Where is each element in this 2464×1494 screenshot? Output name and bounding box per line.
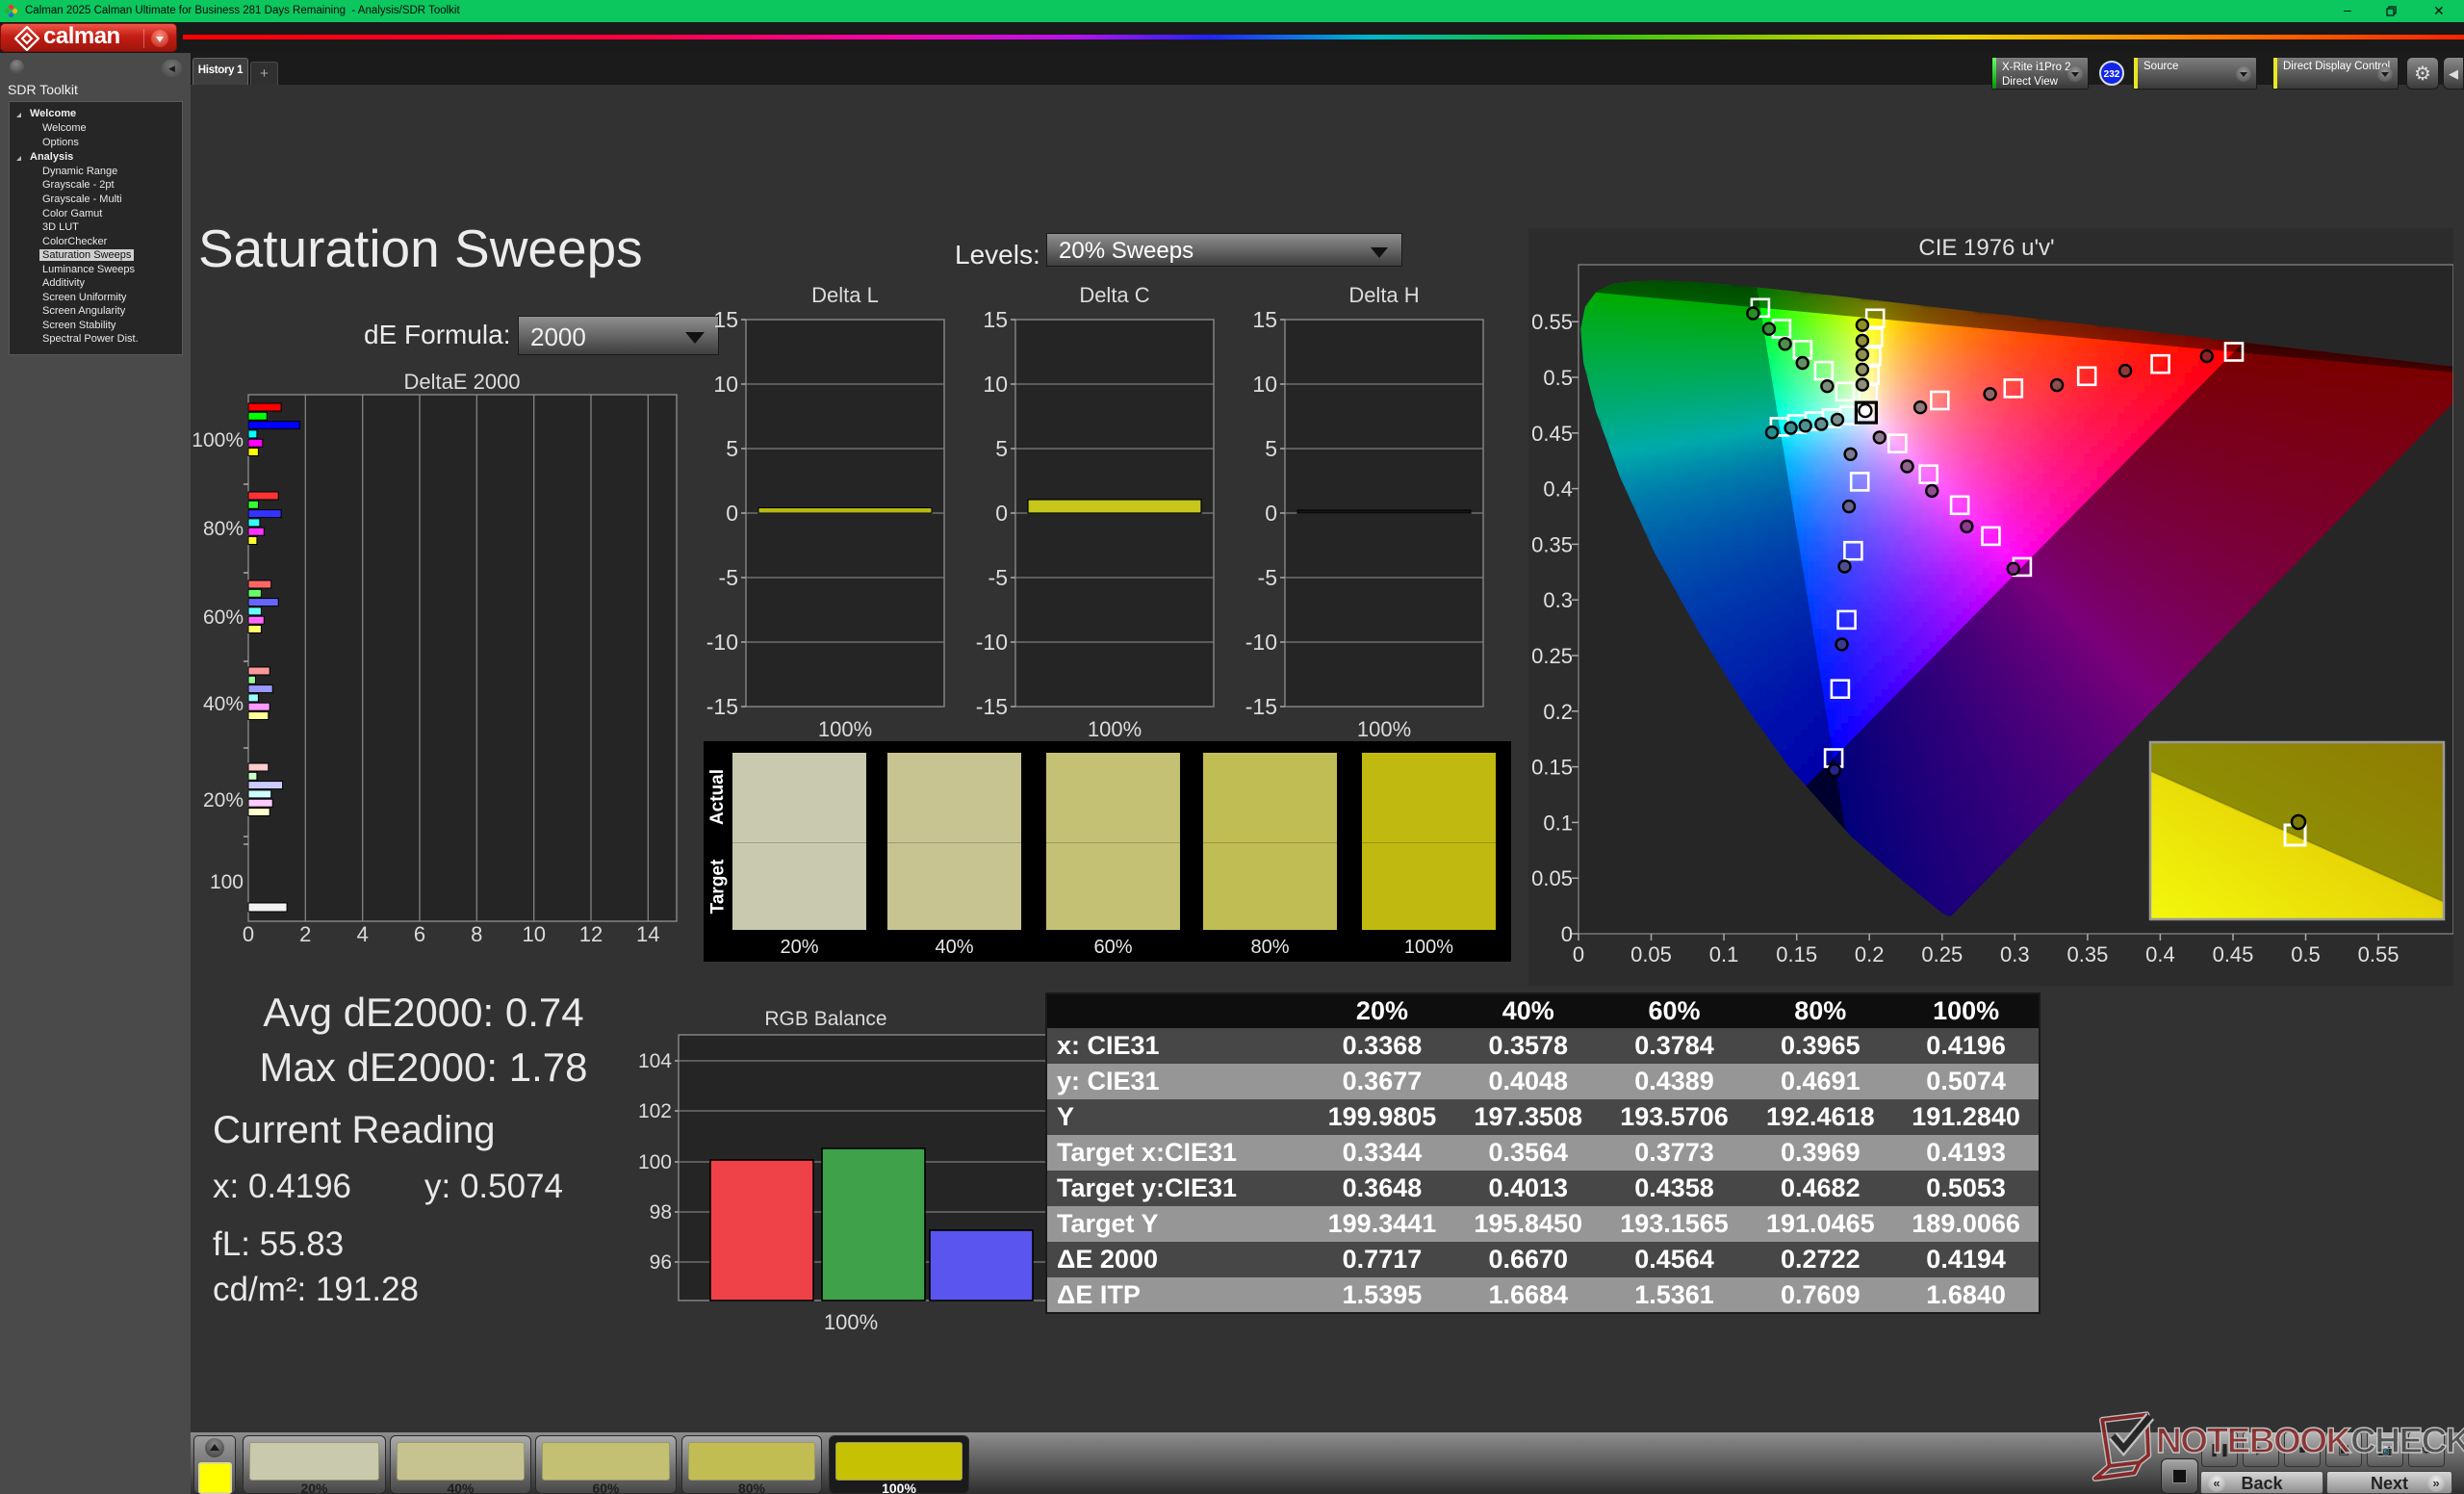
svg-text:96: 96 <box>650 1251 672 1274</box>
svg-text:0: 0 <box>1265 501 1277 526</box>
svg-text:0.55: 0.55 <box>1531 310 1573 334</box>
svg-text:100%: 100% <box>824 1310 878 1334</box>
svg-text:20%: 20% <box>203 789 244 811</box>
svg-text:98: 98 <box>650 1201 672 1224</box>
svg-text:0: 0 <box>995 501 1008 526</box>
svg-text:0.15: 0.15 <box>1776 942 1817 966</box>
svg-text:0.5: 0.5 <box>2291 942 2321 966</box>
svg-text:0.1: 0.1 <box>1709 942 1739 966</box>
svg-text:0.05: 0.05 <box>1630 942 1672 966</box>
svg-text:4: 4 <box>357 922 369 946</box>
svg-text:8: 8 <box>471 922 482 946</box>
svg-text:2: 2 <box>299 922 311 946</box>
svg-text:10: 10 <box>713 372 738 397</box>
svg-text:100: 100 <box>210 871 244 893</box>
svg-text:0.3: 0.3 <box>2000 942 2030 966</box>
svg-text:10: 10 <box>983 372 1008 397</box>
svg-text:15: 15 <box>1252 307 1277 332</box>
svg-text:100: 100 <box>638 1151 672 1173</box>
svg-text:-15: -15 <box>976 694 1008 719</box>
svg-text:0: 0 <box>243 922 254 946</box>
svg-text:15: 15 <box>983 307 1008 332</box>
svg-text:RGB Balance: RGB Balance <box>764 1008 886 1030</box>
svg-text:15: 15 <box>713 307 738 332</box>
svg-text:5: 5 <box>995 436 1008 461</box>
svg-text:0.4: 0.4 <box>1543 477 1573 502</box>
svg-text:0.35: 0.35 <box>1531 532 1573 556</box>
svg-text:100%: 100% <box>192 429 244 451</box>
svg-text:-15: -15 <box>706 694 738 719</box>
svg-text:-10: -10 <box>976 630 1008 655</box>
svg-text:0.25: 0.25 <box>1531 644 1573 668</box>
svg-text:NOTEBOOK: NOTEBOOK <box>2156 1421 2352 1460</box>
svg-text:80%: 80% <box>203 518 244 540</box>
svg-text:Delta L: Delta L <box>811 283 879 307</box>
svg-text:0: 0 <box>726 501 738 526</box>
svg-text:14: 14 <box>636 922 659 946</box>
svg-text:Delta H: Delta H <box>1348 283 1419 307</box>
svg-text:5: 5 <box>1265 436 1277 461</box>
svg-text:0.35: 0.35 <box>2066 942 2108 966</box>
svg-text:10: 10 <box>1252 372 1277 397</box>
svg-text:0: 0 <box>1573 942 1584 966</box>
svg-text:10: 10 <box>522 922 545 946</box>
svg-text:100%: 100% <box>1088 717 1142 741</box>
svg-text:100%: 100% <box>1357 717 1411 741</box>
svg-text:0.05: 0.05 <box>1531 866 1573 890</box>
svg-text:-15: -15 <box>1245 694 1277 719</box>
svg-text:0.1: 0.1 <box>1543 811 1573 835</box>
svg-text:0.3: 0.3 <box>1543 588 1573 612</box>
svg-text:-5: -5 <box>719 565 738 590</box>
svg-text:0.5: 0.5 <box>1543 366 1573 390</box>
svg-text:0.45: 0.45 <box>2213 942 2254 966</box>
svg-text:0.2: 0.2 <box>1543 700 1573 724</box>
svg-text:40%: 40% <box>203 693 244 715</box>
svg-text:0.25: 0.25 <box>1921 942 1963 966</box>
svg-text:100%: 100% <box>818 717 872 741</box>
svg-text:-10: -10 <box>706 630 738 655</box>
svg-text:-10: -10 <box>1245 630 1277 655</box>
svg-text:0.55: 0.55 <box>2358 942 2400 966</box>
svg-text:0: 0 <box>1561 922 1573 946</box>
svg-text:DeltaE 2000: DeltaE 2000 <box>403 370 520 394</box>
svg-text:12: 12 <box>579 922 603 946</box>
svg-text:5: 5 <box>726 436 738 461</box>
svg-text:CHECK: CHECK <box>2350 1421 2464 1460</box>
svg-text:0.15: 0.15 <box>1531 756 1573 780</box>
svg-text:-5: -5 <box>988 565 1008 590</box>
svg-text:0.2: 0.2 <box>1855 942 1885 966</box>
svg-text:0.4: 0.4 <box>2145 942 2175 966</box>
svg-text:Delta C: Delta C <box>1079 283 1149 307</box>
svg-text:CIE 1976 u'v': CIE 1976 u'v' <box>1918 235 2054 261</box>
svg-text:0.45: 0.45 <box>1531 422 1573 446</box>
svg-text:-5: -5 <box>1258 565 1277 590</box>
svg-text:102: 102 <box>638 1100 672 1122</box>
svg-text:104: 104 <box>638 1050 672 1072</box>
svg-text:6: 6 <box>414 922 425 946</box>
svg-text:60%: 60% <box>203 606 244 629</box>
